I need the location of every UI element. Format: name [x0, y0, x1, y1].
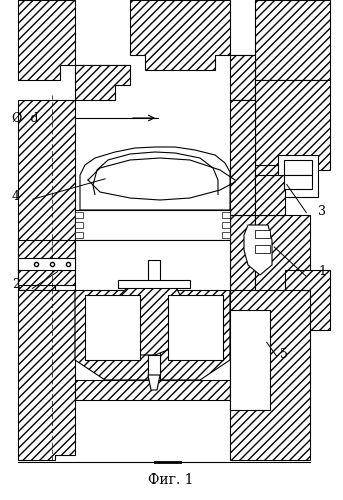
Text: 5: 5: [280, 348, 288, 361]
Bar: [255, 230, 270, 238]
Bar: [230, 310, 270, 410]
Bar: [18, 258, 75, 270]
Polygon shape: [255, 215, 310, 330]
Bar: [222, 212, 230, 218]
Text: 4: 4: [12, 190, 20, 203]
Polygon shape: [80, 147, 230, 210]
Bar: [75, 232, 83, 238]
Polygon shape: [18, 100, 75, 290]
Polygon shape: [75, 65, 130, 100]
Bar: [75, 212, 83, 218]
Bar: [284, 175, 312, 189]
Bar: [148, 260, 160, 380]
Bar: [284, 160, 312, 175]
Bar: [255, 245, 270, 253]
Bar: [85, 295, 140, 360]
Bar: [148, 355, 160, 375]
Text: Ø  d: Ø d: [12, 112, 38, 125]
Bar: [75, 380, 230, 400]
Bar: [75, 240, 230, 290]
Polygon shape: [75, 290, 230, 380]
Polygon shape: [120, 285, 180, 355]
Bar: [278, 155, 318, 197]
Polygon shape: [230, 100, 255, 290]
Polygon shape: [230, 175, 285, 215]
Bar: [255, 165, 315, 187]
Bar: [118, 280, 190, 288]
Text: 1: 1: [318, 265, 326, 278]
Bar: [75, 222, 83, 228]
Bar: [75, 210, 230, 240]
Bar: [255, 80, 330, 170]
Bar: [222, 232, 230, 238]
Bar: [168, 295, 223, 360]
Polygon shape: [18, 290, 75, 460]
Text: 2: 2: [12, 278, 20, 291]
Polygon shape: [148, 375, 160, 390]
Polygon shape: [255, 0, 330, 80]
Bar: [145, 260, 148, 380]
Polygon shape: [244, 225, 272, 275]
Polygon shape: [18, 240, 75, 285]
Polygon shape: [18, 0, 75, 80]
Bar: [222, 222, 230, 228]
Bar: [160, 260, 163, 380]
Polygon shape: [230, 290, 310, 460]
Polygon shape: [230, 55, 255, 100]
Polygon shape: [130, 0, 230, 70]
Bar: [285, 270, 330, 330]
Text: Фиг. 1: Фиг. 1: [148, 473, 194, 487]
Text: 3: 3: [318, 205, 326, 218]
